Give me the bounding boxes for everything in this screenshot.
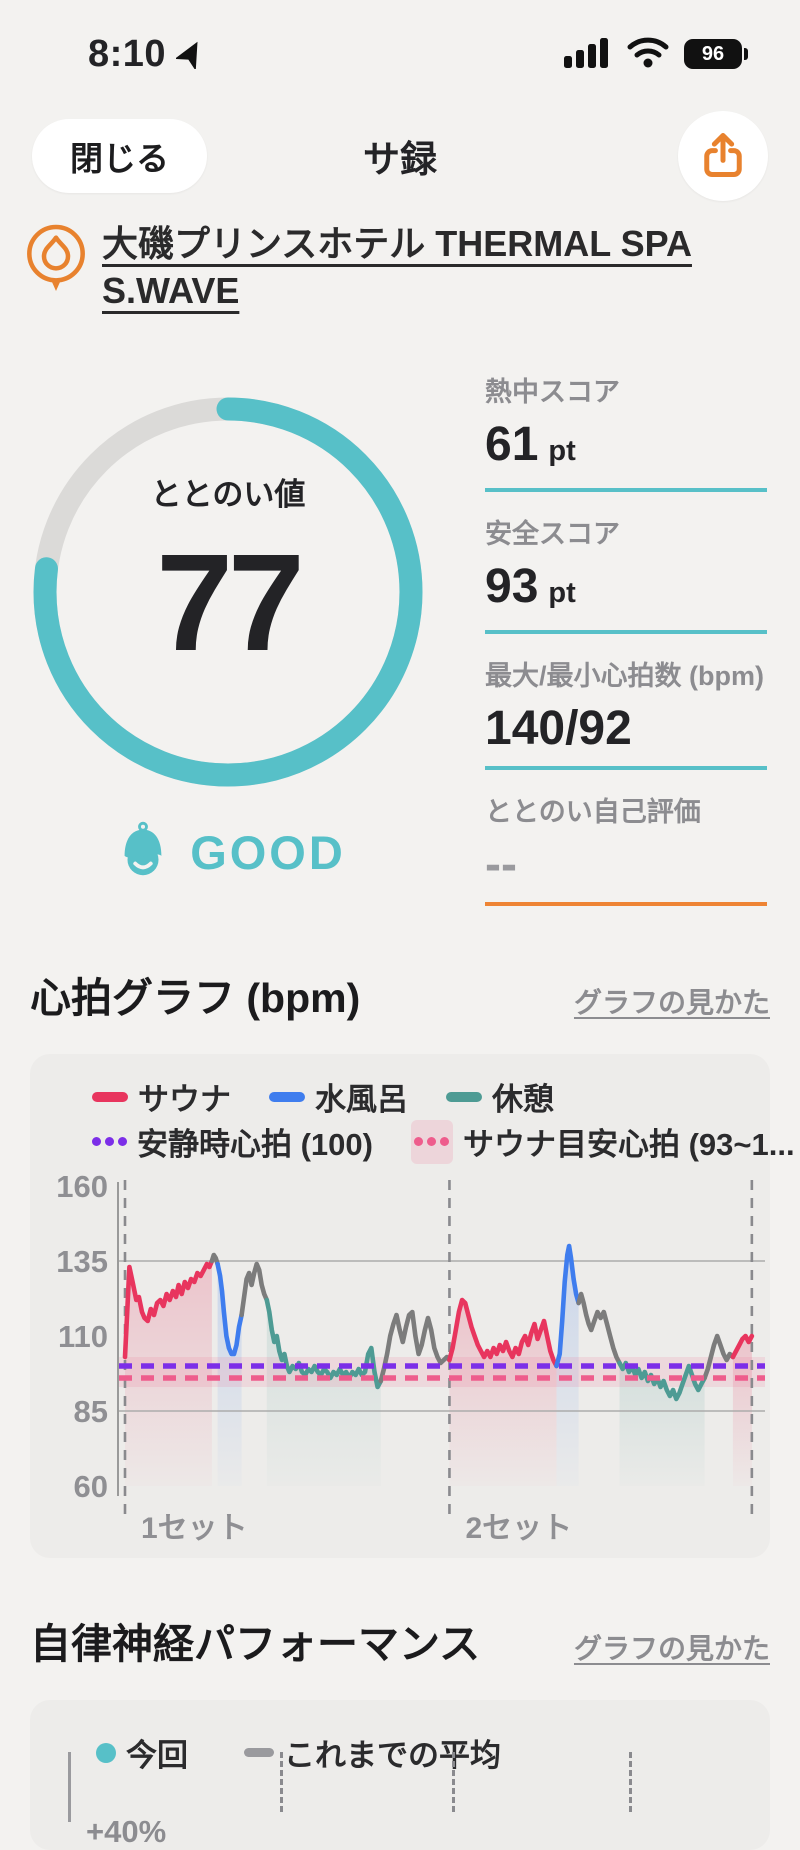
ans-axis-tick — [629, 1752, 632, 1812]
hr-graph-help-link[interactable]: グラフの見かた — [573, 987, 770, 1018]
ans-ytick-label: +40% — [86, 1814, 167, 1849]
legend-label: 安静時心拍 (100) — [137, 1127, 373, 1162]
y-tick-label: 110 — [58, 1319, 108, 1354]
hr-line-sauna — [122, 1258, 215, 1360]
status-bar: 8:10 96 — [0, 0, 800, 78]
summary-section: ととのい値 77 GOOD 熱中スコア 61 pt 安全スコア 93 pt 最大/最小心拍数… — [0, 350, 800, 930]
hr-line-rest — [617, 1360, 707, 1402]
ans-axis-preview: +40% — [30, 1752, 770, 1850]
metric-value: 140/92 — [485, 702, 632, 755]
hr-legend: サウナ 水風呂 休憩安静時心拍 (100) サウナ目安心拍 (93~1... — [30, 1074, 795, 1164]
battery-percent: 96 — [701, 42, 725, 65]
autonomic-card: 今回 これまでの平均 +40% — [30, 1700, 770, 1850]
hr-section-title: 心拍グラフ (bpm) — [30, 975, 361, 1021]
share-icon — [697, 129, 749, 184]
location-arrow-icon — [176, 39, 206, 69]
venue-row: 大磯プリンスホテル THERMAL SPA S.WAVE — [24, 220, 776, 314]
legend-item: 安静時心拍 (100) — [92, 1119, 373, 1164]
phase-band-rest — [266, 1300, 381, 1486]
legend-dots-swatch — [410, 1119, 453, 1164]
hr-line-transition — [239, 1261, 270, 1318]
sauna-pin-icon — [24, 220, 88, 303]
metric-value: 93 pt — [485, 560, 576, 613]
ans-section-header: 自律神経パフォーマンス グラフの見かた — [30, 1610, 770, 1670]
y-tick-label: 160 — [56, 1169, 108, 1204]
gauge-arc — [33, 397, 423, 787]
nav-bar: 閉じる サ録 — [32, 111, 768, 201]
metric-label: ととのい自己評価 — [485, 797, 701, 827]
phase-band-sauna — [125, 1261, 212, 1486]
legend-line-swatch — [446, 1091, 482, 1102]
metric-underline — [485, 766, 767, 770]
hr-line-transition — [576, 1291, 622, 1366]
y-tick-label: 135 — [56, 1244, 108, 1279]
hr-line-transition — [702, 1333, 736, 1381]
hr-line-sauna — [730, 1333, 755, 1360]
metric-value: -- — [485, 838, 517, 891]
legend-label: 水風呂 — [315, 1082, 408, 1117]
metric-value: 61 pt — [485, 418, 576, 471]
legend-row: 安静時心拍 (100) サウナ目安心拍 (93~1... — [92, 1119, 795, 1164]
metric-label: 最大/最小心拍数 (bpm) — [485, 661, 764, 691]
legend-line-swatch — [92, 1091, 128, 1102]
metric-label: 安全スコア — [485, 519, 620, 549]
rating-label: GOOD — [190, 826, 346, 879]
legend-label: サウナ目安心拍 (93~1... — [462, 1127, 795, 1162]
clock-time: 8:10 — [88, 32, 167, 75]
ans-axis-tick — [452, 1752, 455, 1812]
legend-row: サウナ 水風呂 休憩 — [92, 1074, 708, 1119]
hr-line-sauna — [447, 1297, 559, 1369]
metric-underline — [485, 630, 767, 634]
hr-line-cold — [554, 1243, 581, 1369]
hr-line-transition — [378, 1309, 452, 1384]
metric-underline — [485, 488, 767, 492]
ans-axis-tick — [280, 1752, 283, 1812]
y-tick-label: 60 — [74, 1469, 108, 1504]
metric-item: 安全スコア 93 pt — [485, 516, 767, 634]
close-button[interactable]: 閉じる — [32, 119, 207, 193]
phase-band-rest — [619, 1363, 705, 1486]
set-label: 1セット — [141, 1512, 248, 1545]
hr-line-transition — [209, 1252, 220, 1267]
cellular-signal-icon — [564, 36, 612, 73]
heart-rate-card: サウナ 水風呂 休憩 安静時心拍 (100) サウナ目安心拍 (93~1... 160 1… — [30, 1054, 795, 1558]
share-button[interactable] — [678, 111, 768, 201]
legend-label: 休憩 — [492, 1082, 554, 1117]
score-list: 熱中スコア 61 pt 安全スコア 93 pt 最大/最小心拍数 (bpm) 140/92 とと… — [485, 350, 767, 930]
set-label: 2セット — [465, 1512, 572, 1545]
heart-rate-chart: 160 135 110 85 60 1セット 2セット — [56, 1169, 765, 1545]
metric-label: 熱中スコア — [485, 377, 620, 407]
metric-item: 熱中スコア 61 pt — [485, 374, 767, 492]
rating-row: GOOD — [0, 819, 458, 886]
legend-item: サウナ — [92, 1074, 231, 1119]
totonoi-gauge: ととのい値 77 — [22, 386, 434, 803]
ans-graph-help-link[interactable]: グラフの見かた — [573, 1633, 770, 1664]
legend-item: 水風呂 — [269, 1074, 408, 1119]
metric-item: 最大/最小心拍数 (bpm) 140/92 — [485, 658, 767, 770]
wifi-icon — [626, 36, 670, 73]
hr-line-cold — [215, 1261, 244, 1357]
metric-item: ととのい自己評価 -- — [485, 794, 767, 906]
venue-link[interactable]: 大磯プリンスホテル THERMAL SPA S.WAVE — [102, 223, 692, 311]
sauna-hat-icon — [112, 819, 174, 886]
battery-icon: 96 — [684, 39, 748, 69]
y-tick-label: 85 — [74, 1394, 108, 1429]
legend-item: 休憩 — [446, 1074, 554, 1119]
gauge-value: 77 — [156, 525, 304, 680]
ans-section-title: 自律神経パフォーマンス — [30, 1621, 481, 1667]
legend-item: サウナ目安心拍 (93~1... — [410, 1119, 795, 1164]
gauge-label: ととのい値 — [150, 476, 306, 512]
hr-section-header: 心拍グラフ (bpm) グラフの見かた — [30, 964, 770, 1024]
metric-underline — [485, 902, 767, 906]
ans-axis-tick — [68, 1752, 71, 1822]
legend-label: サウナ — [138, 1082, 231, 1117]
legend-line-swatch — [269, 1091, 305, 1102]
page-title: サ録 — [363, 139, 437, 180]
legend-dots-swatch — [92, 1137, 127, 1146]
hr-line-rest — [264, 1297, 384, 1390]
